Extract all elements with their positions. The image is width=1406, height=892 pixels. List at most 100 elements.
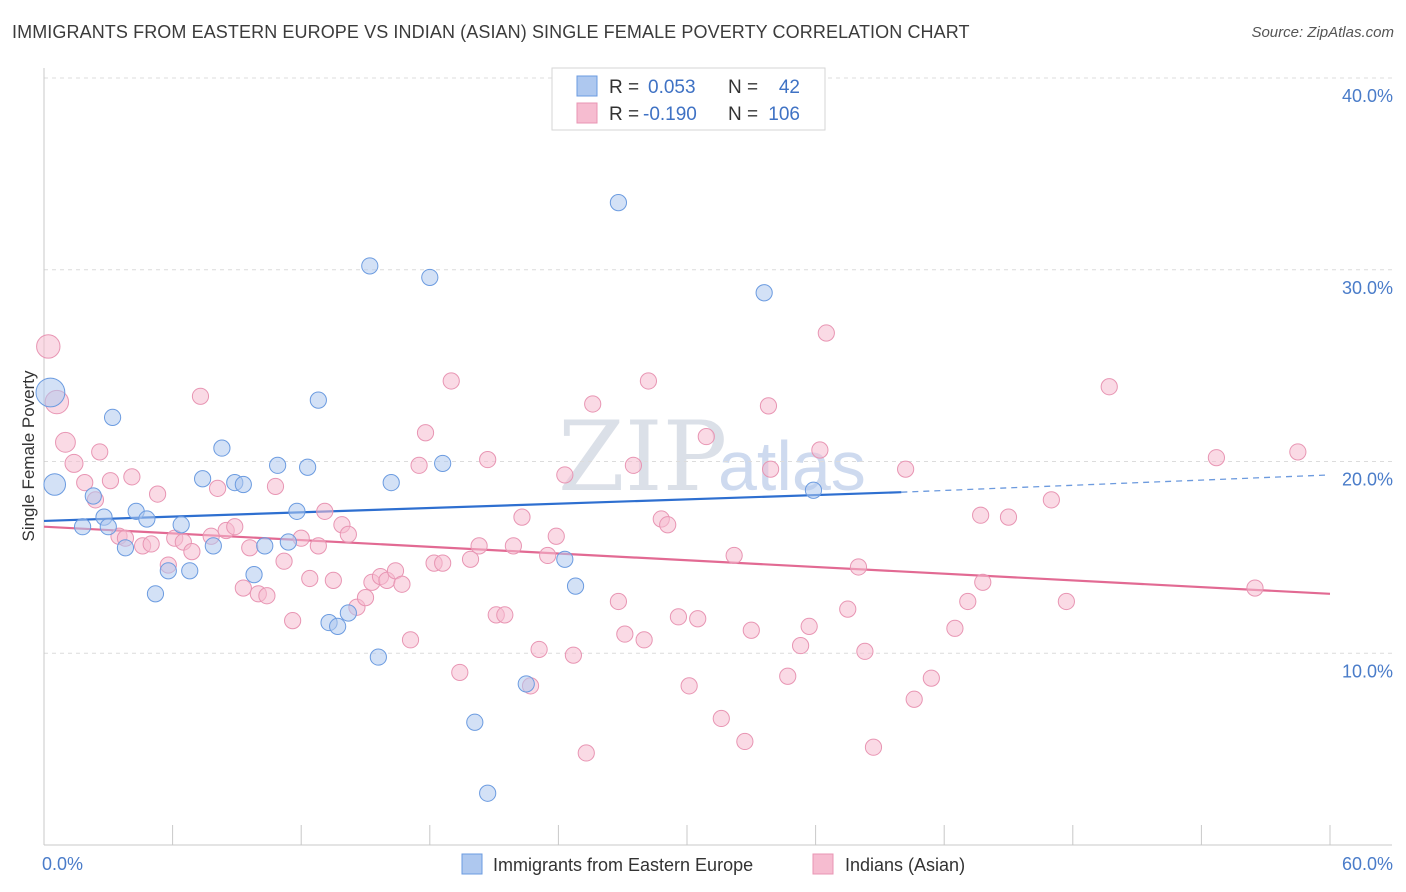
x-tick-label: 60.0% xyxy=(1342,854,1393,874)
point-pink xyxy=(284,612,302,630)
point-pink xyxy=(266,477,285,496)
point-blue xyxy=(234,475,252,494)
point-blue xyxy=(556,550,574,568)
point-pink xyxy=(324,571,342,589)
point-pink xyxy=(416,424,435,442)
point-pink xyxy=(759,397,778,415)
point-blue xyxy=(172,516,190,534)
point-pink xyxy=(624,456,643,474)
point-blue xyxy=(213,439,231,457)
point-pink xyxy=(401,631,420,649)
point-pink xyxy=(564,646,583,664)
point-blue xyxy=(181,562,199,580)
point-blue xyxy=(369,648,387,666)
point-pink xyxy=(258,587,276,605)
point-pink xyxy=(669,608,688,626)
point-pink xyxy=(234,579,252,597)
point-blue xyxy=(84,487,102,505)
axes xyxy=(43,68,1392,846)
point-pink xyxy=(148,485,167,503)
point-blue xyxy=(159,562,177,580)
point-pink xyxy=(316,502,334,520)
point-blue xyxy=(103,408,122,426)
point-pink xyxy=(712,709,730,728)
point-pink xyxy=(539,546,557,565)
point-pink xyxy=(616,625,634,643)
point-pink xyxy=(817,324,835,342)
data-points xyxy=(35,194,1307,802)
point-pink xyxy=(905,690,923,708)
point-pink xyxy=(513,508,531,526)
point-pink xyxy=(123,468,141,486)
trend-line-pink xyxy=(43,525,1331,595)
watermark-atlas: atlas xyxy=(718,427,866,505)
point-pink xyxy=(856,642,874,660)
watermark-zip: ZIP xyxy=(558,401,727,513)
x-tick-label: 0.0% xyxy=(42,854,83,874)
point-pink xyxy=(64,453,84,473)
point-pink xyxy=(639,372,658,390)
y-axis-label: Single Female Poverty xyxy=(19,370,38,542)
point-pink xyxy=(725,546,743,565)
legend-swatch-blue xyxy=(576,75,598,97)
point-pink xyxy=(1057,592,1075,611)
point-blue xyxy=(99,518,117,536)
point-blue xyxy=(309,391,327,409)
point-pink xyxy=(479,450,497,469)
point-blue xyxy=(434,454,452,473)
point-pink xyxy=(761,460,780,478)
point-pink xyxy=(451,663,469,682)
point-blue xyxy=(35,377,66,408)
point-pink xyxy=(849,558,868,576)
point-pink xyxy=(577,744,595,762)
point-pink xyxy=(339,525,357,543)
legend-r-label-2: R = xyxy=(609,104,639,125)
point-pink xyxy=(547,527,565,545)
point-pink xyxy=(972,506,990,524)
point-pink xyxy=(142,535,160,553)
point-blue xyxy=(466,713,484,731)
point-pink xyxy=(470,537,488,555)
watermark: ZIP atlas xyxy=(558,401,866,513)
point-pink xyxy=(191,387,210,405)
point-pink xyxy=(946,619,964,637)
tick-labels: 10.0% 20.0% 30.0% 40.0% 0.0% 60.0% xyxy=(42,86,1393,874)
point-blue xyxy=(479,784,497,802)
y-tick-label: 10.0% xyxy=(1342,661,1393,681)
point-pink xyxy=(999,508,1018,526)
point-pink xyxy=(689,610,707,628)
point-blue xyxy=(279,533,297,551)
point-blue xyxy=(421,268,439,287)
point-blue xyxy=(43,473,67,496)
point-blue xyxy=(256,537,274,555)
legend-n-label-1: N = xyxy=(728,77,758,98)
point-pink xyxy=(530,640,548,659)
trend-line-blue xyxy=(43,491,902,523)
point-pink xyxy=(742,621,760,639)
point-pink xyxy=(504,537,522,555)
trend-line-blue-extension xyxy=(901,474,1331,493)
point-pink xyxy=(974,573,992,591)
point-pink xyxy=(609,592,628,611)
point-pink xyxy=(209,479,227,497)
point-pink xyxy=(556,466,574,484)
point-pink xyxy=(309,537,327,555)
point-pink xyxy=(1100,378,1118,396)
point-blue xyxy=(204,537,222,555)
point-pink xyxy=(76,473,94,492)
point-pink xyxy=(736,732,754,751)
y-tick-label: 30.0% xyxy=(1342,278,1393,298)
trend-lines xyxy=(43,474,1331,595)
y-tick-label: 20.0% xyxy=(1342,470,1393,490)
y-tick-label: 40.0% xyxy=(1342,86,1393,106)
point-pink xyxy=(183,543,201,561)
point-pink xyxy=(356,589,375,607)
point-blue xyxy=(269,456,287,474)
legend-r-label-1: R = xyxy=(609,77,639,98)
legend-n-label-2: N = xyxy=(728,104,758,125)
gridlines xyxy=(44,77,1392,654)
point-blue xyxy=(299,458,317,476)
point-blue xyxy=(194,470,212,488)
point-pink xyxy=(1246,579,1264,597)
legend-n-value-2: 106 xyxy=(768,104,800,125)
